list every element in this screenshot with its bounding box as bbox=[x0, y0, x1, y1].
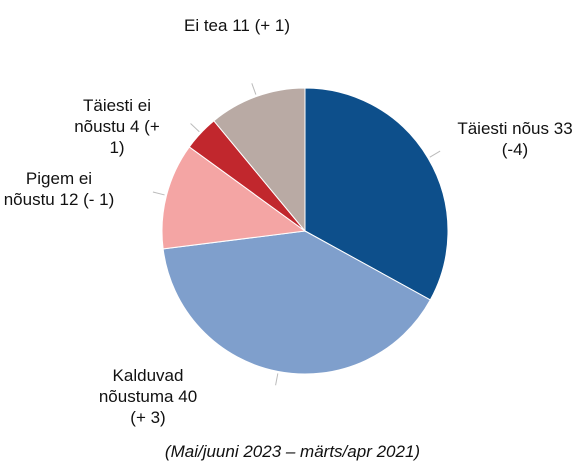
pie-slice bbox=[213, 87, 306, 233]
data-label: Täiesti ei nõustu 4 (+ 1) bbox=[72, 95, 162, 158]
pie-slice bbox=[304, 87, 449, 301]
leader-line bbox=[152, 191, 165, 196]
category-label: Ei tea bbox=[183, 16, 228, 35]
value-label: 33 (-4) bbox=[501, 119, 573, 159]
chart-subtitle: (Mai/juuni 2023 – märts/apr 2021) bbox=[164, 442, 421, 461]
value-label: 12 (- 1) bbox=[59, 190, 115, 209]
leader-line bbox=[190, 123, 200, 133]
pie-slice bbox=[161, 146, 307, 250]
data-label: Kalduvad nõustuma 40 (+ 3) bbox=[98, 365, 198, 428]
data-label: Täiesti nõus 33 (-4) bbox=[445, 118, 585, 160]
data-label: Ei tea 11 (+ 1) bbox=[182, 15, 292, 36]
data-label: Pigem ei nõustu 12 (- 1) bbox=[0, 168, 118, 210]
leader-line bbox=[251, 83, 257, 95]
value-label: 11 (+ 1) bbox=[232, 16, 291, 35]
leader-line bbox=[429, 150, 441, 158]
pie-slice bbox=[162, 230, 431, 375]
value-label: 4 (+ 1) bbox=[109, 117, 160, 157]
category-label: Kalduvad nõustuma bbox=[98, 366, 184, 406]
leader-line bbox=[275, 373, 279, 386]
category-label: Täiesti ei nõustu bbox=[74, 96, 152, 136]
category-label: Pigem ei nõustu bbox=[3, 169, 93, 209]
value-label: 40 (+ 3) bbox=[130, 387, 198, 427]
category-label: Täiesti nõus bbox=[457, 119, 549, 138]
